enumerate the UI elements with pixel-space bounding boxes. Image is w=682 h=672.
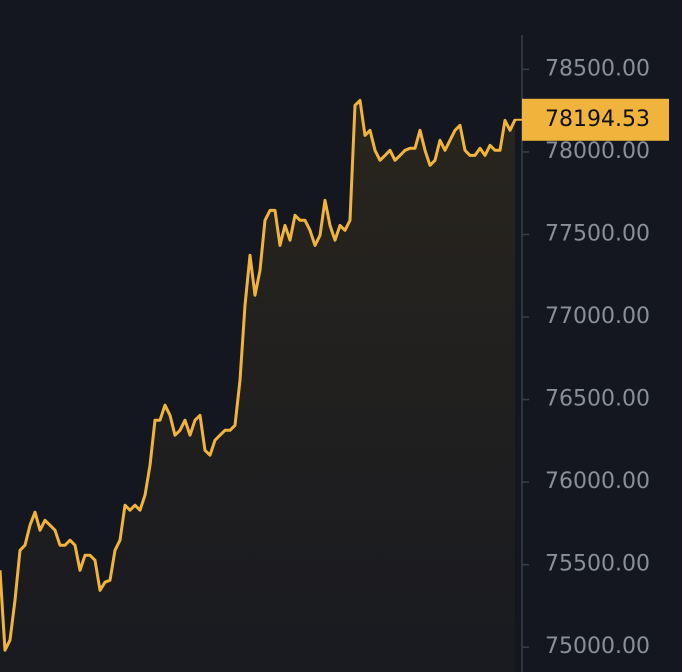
last-price-label: 78194.53 <box>545 107 650 132</box>
y-tick-label: 77500.00 <box>545 221 650 246</box>
y-tick-label: 75500.00 <box>545 552 650 577</box>
y-tick-label: 76500.00 <box>545 387 650 412</box>
y-tick-label: 77000.00 <box>545 304 650 329</box>
y-tick-label: 78000.00 <box>545 139 650 164</box>
last-price-box <box>522 98 669 141</box>
y-tick-label: 75000.00 <box>545 634 650 659</box>
y-tick-label: 78500.00 <box>545 56 650 81</box>
y-tick-label: 76000.00 <box>545 469 650 494</box>
price-line <box>0 98 517 652</box>
area <box>0 100 515 672</box>
